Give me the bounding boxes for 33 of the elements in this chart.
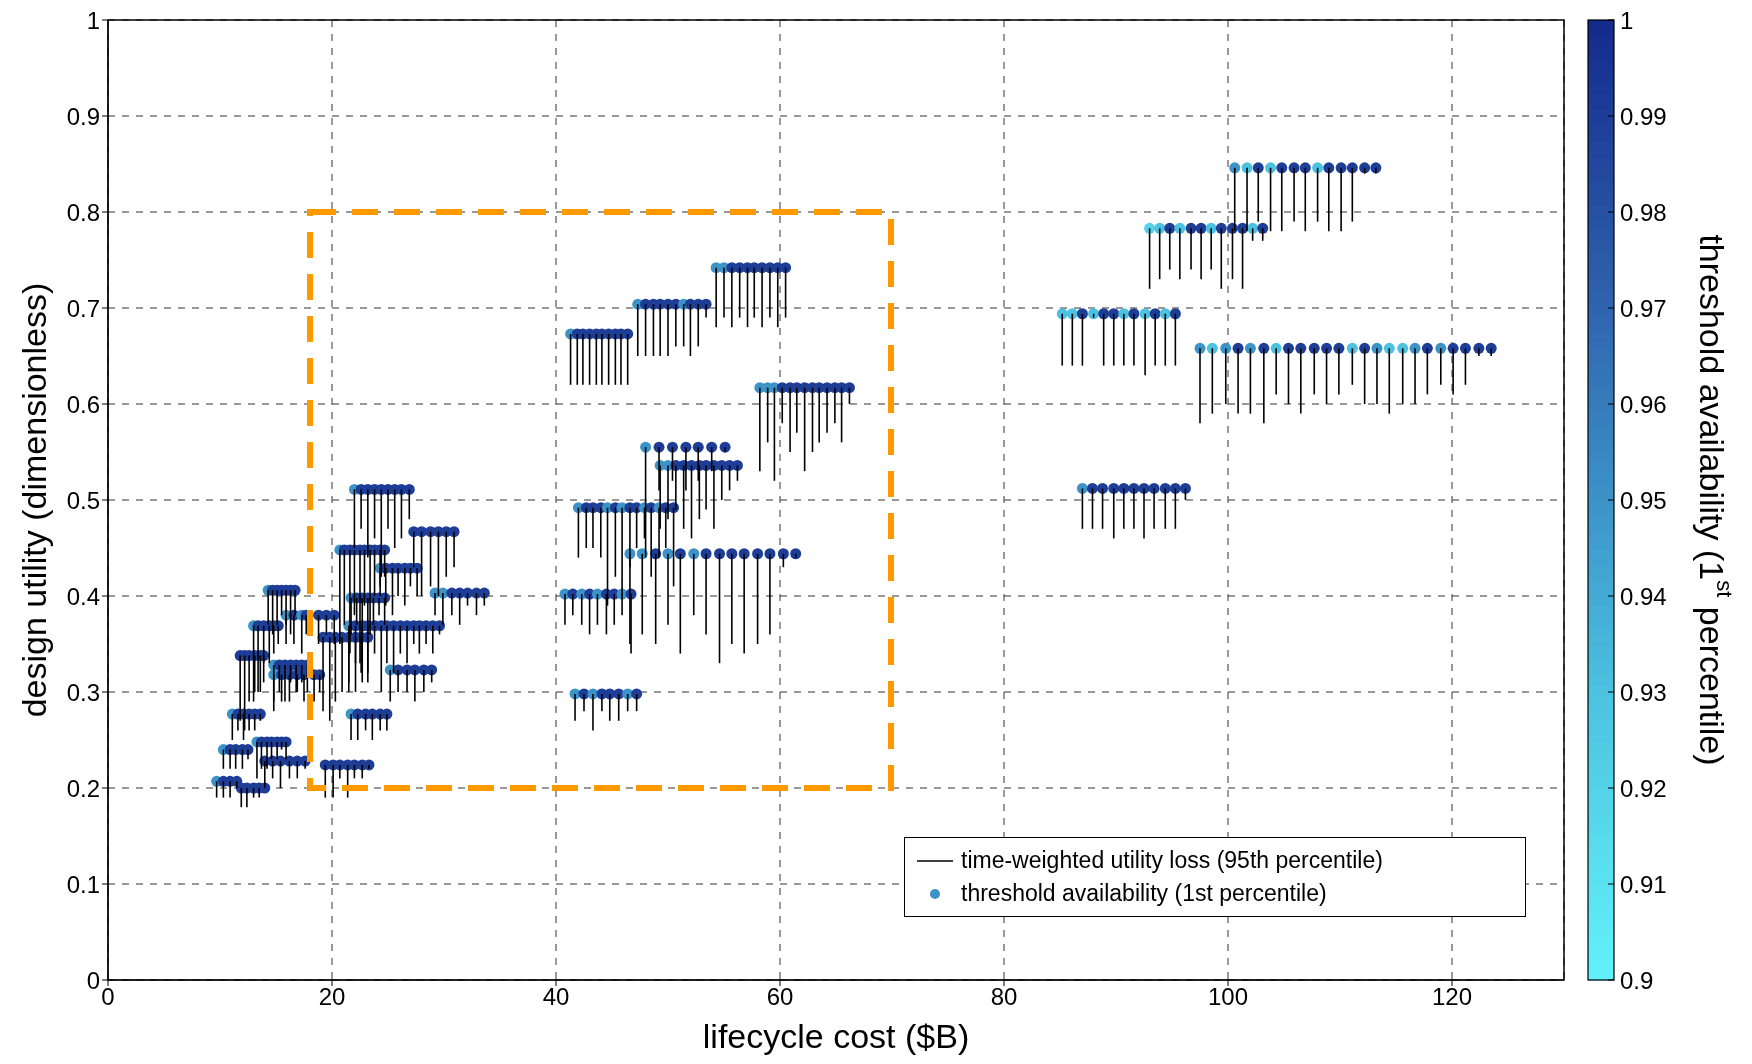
y-tick-label: 0.6 (66, 390, 100, 418)
color-bar-label: 0.93 (1620, 678, 1667, 706)
y-tick-label: 0.4 (66, 582, 100, 610)
x-tick-label: 80 (990, 983, 1018, 1011)
y-tick-label: 0.9 (66, 102, 100, 130)
color-bar-label: 0.95 (1620, 486, 1667, 514)
y-tick-label: 0 (86, 966, 100, 994)
x-axis-title: lifecycle cost ($B) (702, 1017, 970, 1055)
color-bar-label: 0.96 (1620, 390, 1667, 418)
color-bar-label: 0.98 (1620, 198, 1667, 226)
y-tick-label: 0.5 (66, 486, 100, 514)
y-tick-label: 0.3 (66, 678, 100, 706)
color-bar-label: 1 (1620, 6, 1634, 34)
x-tick-label: 100 (1207, 983, 1249, 1011)
color-bar-label: 0.94 (1620, 582, 1667, 610)
legend-label: threshold availability (1st percentile) (961, 880, 1327, 907)
color-bar-label: 0.91 (1620, 870, 1667, 898)
x-tick-label: 40 (542, 983, 570, 1011)
color-bar-label: 0.9 (1620, 966, 1654, 994)
y-tick-label: 0.7 (66, 294, 100, 322)
x-tick-label: 120 (1431, 983, 1473, 1011)
annotation: time-weighted utility loss (95th percentile) (961, 847, 1383, 874)
x-tick-label: 20 (318, 983, 346, 1011)
y-tick-label: 0.8 (66, 198, 100, 226)
y-axis-title: design utility (dimensionless) (15, 282, 53, 718)
legend-frame: time-weighted utility loss (95th percentile) threshold availability (1st percentile) (904, 837, 1526, 917)
color-bar-label: 0.92 (1620, 774, 1667, 802)
x-tick-label: 60 (766, 983, 794, 1011)
y-tick-label: 0.2 (66, 774, 100, 802)
y-tick-label: 0.1 (66, 870, 100, 898)
color-bar-label: 0.99 (1620, 102, 1667, 130)
y-tick-label: 1 (86, 6, 100, 34)
color-bar-label: 0.97 (1620, 294, 1667, 322)
